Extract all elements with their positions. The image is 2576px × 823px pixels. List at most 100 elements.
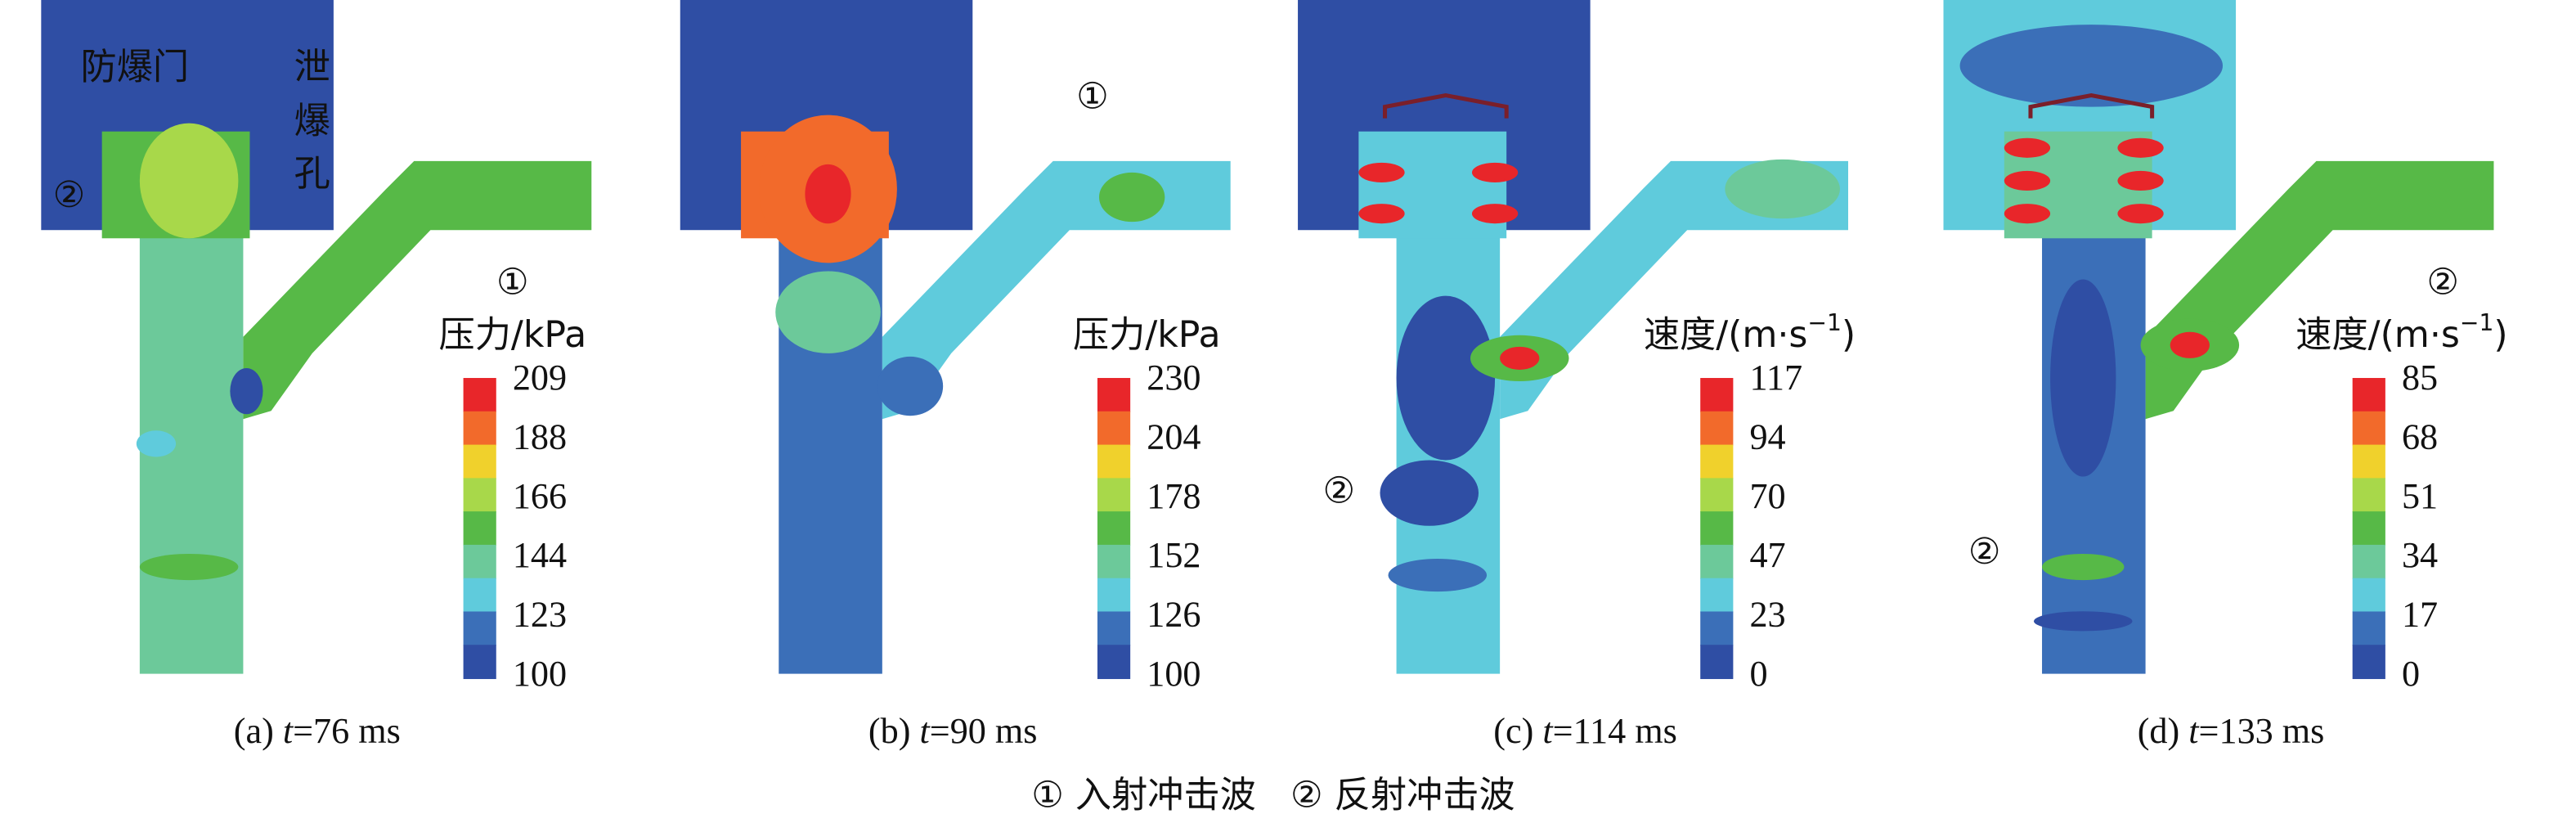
- contour-region: [1396, 295, 1496, 461]
- colorbar-tick-label: 0: [2402, 654, 2420, 694]
- colorbar-title: 压力/kPa: [439, 314, 587, 356]
- annotation: ②: [1322, 470, 1355, 512]
- colorbar-tick-label: 209: [513, 358, 567, 398]
- branch-pipe: [1500, 160, 1848, 420]
- annotation: ①: [1076, 76, 1109, 118]
- caption-space: [1533, 711, 1542, 751]
- colorbar-band: [463, 544, 496, 579]
- colorbar-band: [1700, 611, 1734, 646]
- door-frame: [1383, 92, 1509, 119]
- panel: 防爆门 泄爆孔 ② ①: [41, 0, 592, 674]
- contour-region: [1358, 204, 1405, 224]
- colorbar-band: [1700, 511, 1734, 546]
- colorbar-band: [1700, 578, 1734, 613]
- annotation: 防爆门: [81, 46, 190, 88]
- colorbar-tick-label: 230: [1147, 358, 1200, 398]
- colorbar-title-part: 速度/(m·s: [1644, 314, 1808, 356]
- colorbar-band: [1097, 611, 1131, 646]
- caption: (d) t=133 ms: [2138, 711, 2325, 751]
- contour-region: [2050, 279, 2116, 477]
- colorbar-band: [1097, 544, 1131, 579]
- colorbar-band: [1700, 444, 1734, 479]
- colorbar-band: [1700, 645, 1734, 680]
- colorbar-title: 速度/(m·s−1): [2296, 308, 2507, 356]
- contour-region: [230, 367, 263, 415]
- caption-variable: t: [2188, 711, 2200, 751]
- colorbar-band: [1097, 578, 1131, 613]
- annotation: 爆: [294, 101, 330, 142]
- caption-variable: t: [1542, 711, 1554, 751]
- colorbar-tick-label: 117: [1749, 358, 1802, 398]
- door-frame: [2028, 92, 2155, 119]
- colorbar-band: [463, 611, 496, 646]
- branch-pipe: [2145, 160, 2494, 420]
- legend-item: ① 入射冲击波: [1031, 774, 1256, 816]
- colorbar-tick-label: 68: [2402, 416, 2438, 456]
- contour-region: [805, 164, 851, 224]
- colorbar-band: [1097, 511, 1131, 546]
- colorbar-band: [2352, 444, 2385, 479]
- colorbar-band: [463, 511, 496, 546]
- caption: (a) t=76 ms: [234, 711, 401, 751]
- caption-space: [910, 711, 919, 751]
- caption-label: (a): [234, 711, 274, 751]
- colorbar-band: [463, 411, 496, 446]
- contour-region: [2117, 204, 2164, 224]
- colorbar-band: [463, 645, 496, 680]
- caption-time: =133 ms: [2199, 711, 2325, 751]
- panel: ②②: [1943, 0, 2494, 674]
- contour-region: [139, 553, 239, 581]
- colorbar-tick-label: 47: [1749, 535, 1785, 575]
- colorbar-tick-label: 23: [1749, 594, 1785, 634]
- colorbar-title-part: ): [1842, 314, 1856, 356]
- contour-region: [2170, 331, 2210, 358]
- colorbar-band: [1097, 645, 1131, 680]
- caption-variable: t: [919, 711, 931, 751]
- colorbar-band: [2352, 378, 2385, 412]
- colorbar-band: [2352, 478, 2385, 513]
- annotation: ②: [2426, 262, 2459, 304]
- contour-region: [1725, 159, 1840, 219]
- caption-variable: t: [283, 711, 294, 751]
- colorbar-tick-label: 0: [1749, 654, 1767, 694]
- panel: ②: [1298, 0, 1848, 674]
- colorbar-title: 速度/(m·s−1): [1644, 308, 1856, 356]
- annotation: 孔: [294, 153, 330, 195]
- colorbar-band: [1097, 411, 1131, 446]
- contour-region: [2004, 137, 2051, 158]
- colorbar-band: [463, 378, 496, 412]
- colorbar-title-part: 压力/kPa: [439, 314, 587, 356]
- contour-region: [1388, 558, 1488, 592]
- contour-region: [2033, 611, 2133, 632]
- caption: (c) t=114 ms: [1493, 711, 1677, 751]
- caption-label: (c): [1493, 711, 1533, 751]
- colorbar-band: [1097, 444, 1131, 479]
- legend: ① 入射冲击波 ② 反射冲击波: [1031, 774, 1515, 816]
- colorbar-band: [2352, 511, 2385, 546]
- colorbar-tick-label: 17: [2402, 594, 2438, 634]
- colorbar-tick-label: 166: [513, 476, 567, 516]
- caption-time: =114 ms: [1553, 711, 1677, 751]
- contour-region: [2042, 553, 2125, 581]
- caption-time: =76 ms: [293, 711, 401, 751]
- annotation: ②: [53, 174, 86, 216]
- contour-region: [775, 271, 881, 353]
- colorbar-band: [2352, 411, 2385, 446]
- contour-region: [1098, 172, 1165, 223]
- contour-region: [139, 123, 239, 239]
- colorbar-band: [2352, 578, 2385, 613]
- contour-region: [136, 430, 177, 457]
- colorbar-title-part: 压力/kPa: [1073, 314, 1221, 356]
- caption-space: [2179, 711, 2188, 751]
- branch-pipe: [882, 160, 1231, 420]
- colorbar-title-part: −1: [1807, 308, 1841, 335]
- colorbar-title: 压力/kPa: [1073, 314, 1221, 356]
- contour-region: [877, 356, 944, 416]
- colorbar-title-part: −1: [2460, 308, 2493, 335]
- contour-region: [2117, 170, 2164, 191]
